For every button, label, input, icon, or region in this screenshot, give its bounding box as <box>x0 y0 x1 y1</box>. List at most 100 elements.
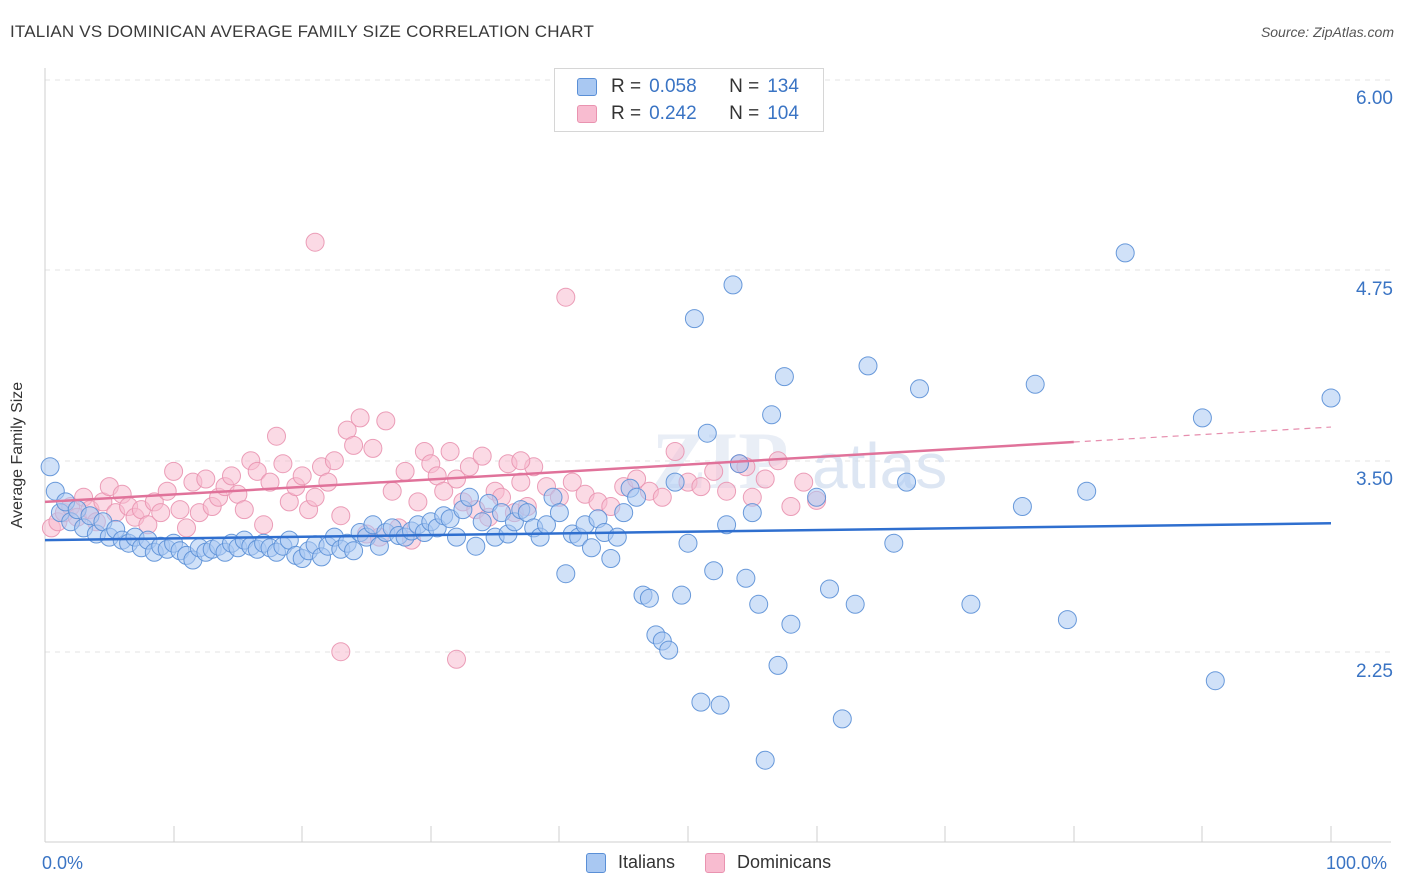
dominicans-point <box>781 497 801 516</box>
dominicans-point <box>652 487 672 507</box>
italians-point <box>549 503 569 523</box>
dominicans-point <box>177 518 196 538</box>
italians-point <box>1115 243 1135 263</box>
legend-item-italians: Italians <box>586 852 675 873</box>
italians-point <box>736 568 756 588</box>
dominicans-point <box>254 515 274 535</box>
italians-point <box>1205 671 1225 691</box>
italians-point <box>659 640 679 660</box>
dominicans-point <box>440 442 460 461</box>
italians-point <box>781 614 801 634</box>
n-label: N = <box>729 103 760 124</box>
dominicans-point <box>170 500 190 520</box>
dominicans-point <box>247 461 267 481</box>
italians-point <box>845 594 865 614</box>
dominicans-point <box>665 442 685 461</box>
dominicans-point <box>318 472 338 492</box>
n-label: N = <box>729 76 760 97</box>
italians-point <box>910 379 929 399</box>
italians-point <box>749 594 769 614</box>
dominicans-swatch <box>577 105 597 123</box>
dominicans-point <box>511 451 531 471</box>
dominicans-point <box>704 461 724 481</box>
dominicans-legend-swatch <box>705 852 726 873</box>
italians-point <box>717 515 737 535</box>
dominicans-point <box>305 487 325 507</box>
italians-point <box>1077 481 1097 501</box>
r-value: 0.242 <box>649 103 697 124</box>
dominicans-point <box>691 477 711 497</box>
dominicans-point <box>350 408 370 428</box>
italians-legend-swatch <box>586 852 606 873</box>
italians-point <box>614 503 634 523</box>
italians-point <box>697 423 717 443</box>
legend-row-italians: R = 0.058 N = 134 <box>577 75 799 99</box>
italians-point <box>1321 388 1341 408</box>
dominicans-point <box>717 481 737 501</box>
dominicans-legend-label: Dominicans <box>737 852 832 872</box>
dominicans-point <box>267 426 286 446</box>
italians-point <box>459 487 479 507</box>
x-axis-min-label: 0.0% <box>42 853 84 873</box>
dominicans-point <box>305 232 325 252</box>
italians-point <box>755 750 775 770</box>
italians-point <box>607 527 627 547</box>
italians-point <box>672 585 692 605</box>
dominicans-point <box>434 481 454 501</box>
dominicans-point <box>260 472 280 492</box>
italians-point <box>774 367 794 387</box>
italians-point <box>704 561 724 581</box>
italians-point <box>665 472 685 492</box>
dominicans-point <box>331 506 351 526</box>
dominicans-point <box>556 287 576 307</box>
n-value: 104 <box>767 103 799 124</box>
series-legend: Italians Dominicans <box>586 852 861 873</box>
dominicans-point <box>447 649 466 669</box>
italians-point <box>1025 374 1045 394</box>
dominicans-point <box>562 472 582 492</box>
italians-point <box>466 536 486 556</box>
dominicans-point <box>363 438 383 458</box>
dominicans-point <box>395 461 415 481</box>
italians-point <box>639 588 659 608</box>
italians-point <box>820 579 839 599</box>
dominicans-point <box>273 454 293 474</box>
italians-point <box>601 549 621 568</box>
italians-point <box>40 457 60 477</box>
italians-point <box>684 309 704 329</box>
italians-point <box>897 472 917 492</box>
dominicans-point <box>151 503 171 523</box>
italians-point <box>492 503 511 523</box>
italians-point <box>556 564 576 584</box>
y-tick-label: 4.75 <box>1356 279 1393 300</box>
italians-point <box>807 487 827 507</box>
r-label: R = <box>611 103 642 124</box>
watermark-atlas: atlas <box>812 430 947 502</box>
legend-item-dominicans: Dominicans <box>705 852 831 873</box>
italians-point <box>447 527 466 547</box>
italians-point <box>1057 610 1077 630</box>
dominicans-point <box>472 446 492 466</box>
italians-point <box>729 454 749 474</box>
italians-point <box>627 487 647 507</box>
italians-point <box>884 533 904 553</box>
dominicans-point <box>376 411 396 431</box>
italians-point <box>344 541 364 561</box>
y-tick-label: 2.25 <box>1356 661 1393 682</box>
n-value: 134 <box>767 76 799 97</box>
italians-point <box>858 356 878 376</box>
dominicans-point <box>324 451 344 471</box>
dominicans-point <box>459 457 479 477</box>
dominicans-point <box>755 469 775 489</box>
y-tick-label: 3.50 <box>1356 469 1393 490</box>
r-value: 0.058 <box>649 76 697 97</box>
italians-point <box>1012 497 1032 516</box>
italians-point <box>678 533 698 553</box>
italians-swatch <box>577 78 597 96</box>
italians-point <box>742 503 762 523</box>
italians-point <box>723 275 743 295</box>
legend-row-dominicans: R = 0.242 N = 104 <box>577 102 799 126</box>
dominicans-point <box>382 481 402 501</box>
italians-legend-label: Italians <box>618 852 676 872</box>
